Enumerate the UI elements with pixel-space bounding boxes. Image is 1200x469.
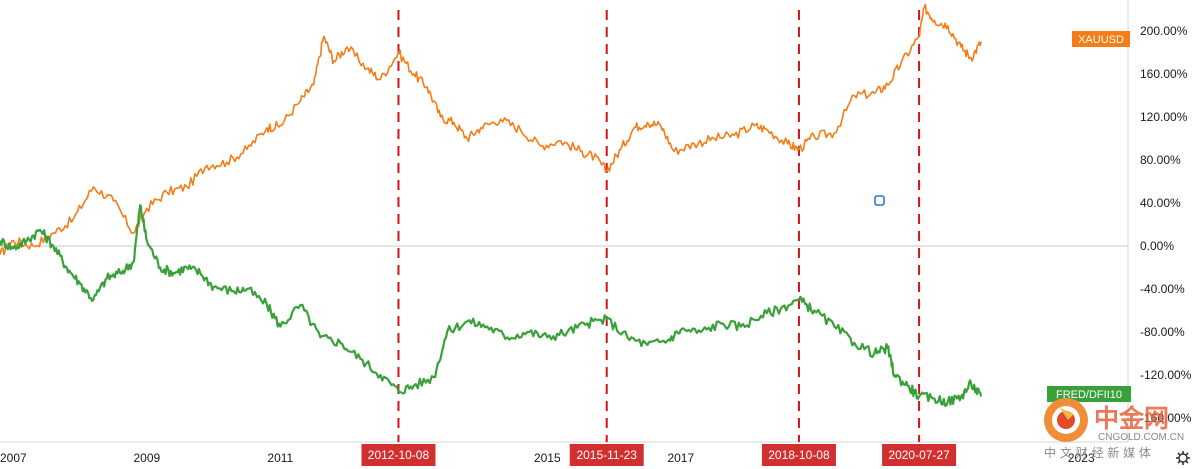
- y-tick-label: -80.00%: [1140, 325, 1185, 339]
- x-tick-label: 2023: [1068, 451, 1095, 465]
- y-tick-label: 80.00%: [1140, 153, 1181, 167]
- y-tick-label: 0.00%: [1140, 239, 1174, 253]
- gear-icon[interactable]: [1176, 451, 1190, 465]
- y-tick-label: -40.00%: [1140, 282, 1185, 296]
- grid-layer: [0, 0, 1129, 443]
- watermark-logo: 中金网 CNGOLD.COM.CN 中 文 财 经 新 媒 体: [1044, 398, 1184, 460]
- alert-marker-icon[interactable]: [874, 195, 885, 206]
- event-date-labels: 2012-10-08 2015-11-23 2018-10-08 2020-07-27: [361, 444, 957, 466]
- dfii10-tag: FRED/DFII10: [1047, 386, 1131, 402]
- y-axis-ticks: 200.00% 160.00% 120.00% 80.00% 40.00% 0.00% -4…: [1140, 24, 1192, 425]
- dfii10-tag-label: FRED/DFII10: [1056, 389, 1122, 401]
- x-tick-label: 2007: [0, 451, 27, 465]
- watermark-brand: 中金网: [1094, 404, 1169, 433]
- y-tick-label: 120.00%: [1140, 110, 1188, 124]
- x-tick-label: 2017: [667, 451, 694, 465]
- x-tick-label: 2015: [534, 451, 561, 465]
- event-date-label: 2020-07-27: [888, 448, 950, 462]
- y-tick-label: -160.00%: [1140, 411, 1192, 425]
- event-lines: [397, 10, 921, 442]
- watermark-subtitle: 中 文 财 经 新 媒 体: [1044, 445, 1151, 460]
- y-tick-label: 160.00%: [1140, 67, 1188, 81]
- event-date-box: [361, 444, 436, 466]
- event-date-box: [569, 444, 644, 466]
- y-tick-label: -120.00%: [1140, 368, 1192, 382]
- xauusd-tag-label: XAUUSD: [1078, 34, 1124, 46]
- event-date-label: 2018-10-08: [768, 448, 830, 462]
- watermark-domain: CNGOLD.COM.CN: [1098, 432, 1184, 443]
- event-date-box: [882, 444, 957, 466]
- x-tick-label: 2009: [133, 451, 160, 465]
- xauusd-tag: XAUUSD: [1072, 31, 1130, 47]
- x-tick-label: 2011: [267, 451, 293, 465]
- x-axis-ticks: 2007 2009 2011 2015 2017 2023: [0, 451, 1095, 465]
- series-line-xauusd: [0, 3, 982, 256]
- y-tick-label: 40.00%: [1140, 196, 1181, 210]
- event-date-label: 2012-10-08: [368, 448, 430, 462]
- series-layer: [0, 3, 983, 407]
- event-date-box: [761, 444, 836, 466]
- series-line-dfii10: [0, 204, 983, 407]
- event-date-label: 2015-11-23: [576, 448, 637, 462]
- y-tick-label: 200.00%: [1140, 24, 1188, 38]
